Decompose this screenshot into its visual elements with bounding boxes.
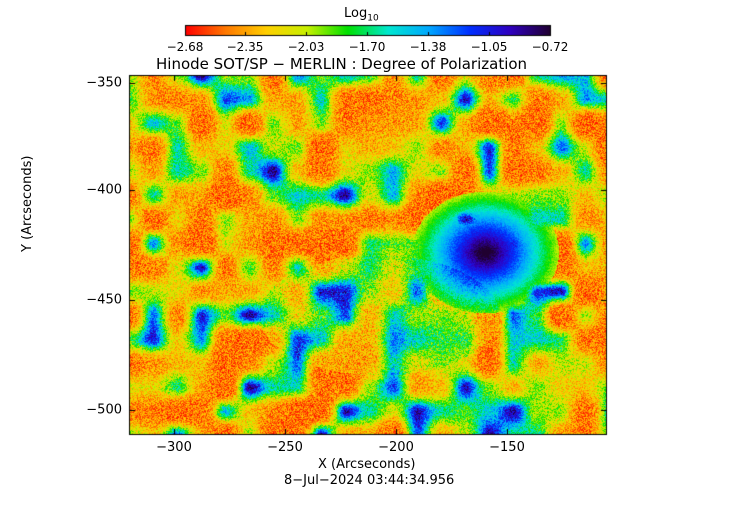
colorbar-tick: −1.38 <box>409 40 447 54</box>
x-tick: −200 <box>378 440 414 455</box>
y-axis-label: Y (Arcseconds) <box>20 155 35 252</box>
colorbar-tick: −1.70 <box>348 40 386 54</box>
y-tick: −450 <box>86 292 122 308</box>
y-tick: −500 <box>86 402 122 418</box>
x-axis-label: X (Arcseconds) <box>318 457 416 472</box>
x-tick: −300 <box>156 440 192 455</box>
x-tick: −150 <box>489 440 525 455</box>
plot-title: Hinode SOT/SP − MERLIN : Degree of Polar… <box>156 55 528 73</box>
colorbar-tick: −0.72 <box>531 40 569 54</box>
colorbar-label: Log10 <box>344 6 379 24</box>
colorbar-tick: −1.05 <box>470 40 508 54</box>
colorbar-tick: −2.35 <box>226 40 264 54</box>
colorbar-tick: −2.03 <box>287 40 325 54</box>
timestamp: 8−Jul−2024 03:44:34.956 <box>284 473 455 488</box>
y-tick: −350 <box>86 75 122 91</box>
x-tick: −250 <box>267 440 303 455</box>
y-tick: −400 <box>86 182 122 198</box>
colorbar-tick: −2.68 <box>166 40 204 54</box>
